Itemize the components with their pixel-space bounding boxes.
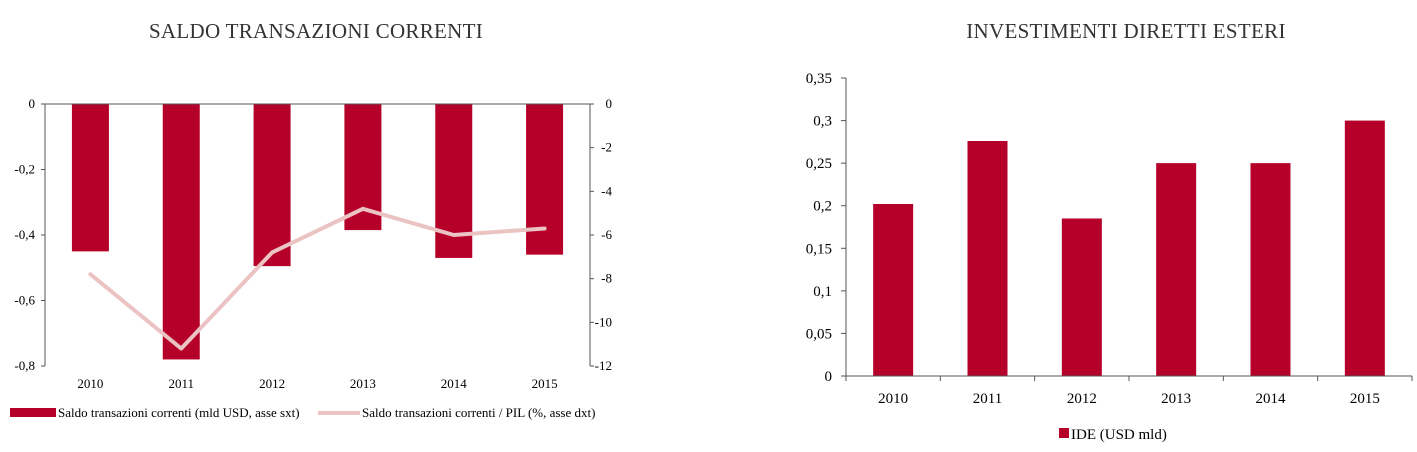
chart1-right-tick: 0 [606,96,613,111]
chart1-right-tick: -4 [601,183,612,198]
chart2-bar-2012 [1061,218,1102,376]
chart2-title: INVESTIMENTI DIRETTI ESTERI [966,19,1286,43]
chart1-left-tick: 0 [29,96,36,111]
chart1-line-series [88,206,547,351]
chart1-left-tick: -0,6 [14,293,35,308]
chart1-right-tick: -8 [601,271,612,286]
chart1-x-label: 2010 [77,376,103,391]
chart1-x-label: 2011 [168,376,194,391]
chart1-right-tick: -2 [601,140,612,155]
chart2-x-label: 2013 [1161,391,1191,407]
chart1-right-tick: -12 [595,358,612,373]
chart1-left-tick: -0,8 [14,358,35,373]
chart-investimenti-diretti: INVESTIMENTI DIRETTI ESTERI 0 0,05 0,1 0,15… [806,19,1413,443]
chart1-left-tick: -0,2 [14,162,35,177]
chart2-y-tick: 0,35 [806,71,832,87]
chart1-left-tick: -0,4 [14,227,35,242]
chart2-x-label: 2010 [878,391,908,407]
chart1-right-tick: -10 [595,314,612,329]
chart2-bar-2014 [1250,163,1291,376]
chart1-x-label: 2012 [259,376,285,391]
chart2-y-tick: 0,15 [806,241,832,257]
chart1-bar-2012 [253,104,291,267]
chart2-y-tick: 0,2 [813,199,832,215]
chart1-x-label: 2014 [441,376,468,391]
chart1-bar-2011 [162,104,200,360]
chart2-x-label: 2015 [1350,391,1380,407]
chart2-x-label: 2011 [973,391,1002,407]
chart-saldo-transazioni: SALDO TRANSAZIONI CORRENTI 0 -0,2 -0,4 -0,6… [10,19,612,420]
chart2-y-tick: 0,25 [806,156,832,172]
chart2-bar-2010 [873,204,914,376]
chart1-title: SALDO TRANSAZIONI CORRENTI [149,19,483,43]
chart1-bar-2015 [526,104,564,255]
chart2-y-tick: 0,05 [806,326,832,342]
chart1-legend-bar-label: Saldo transazioni correnti (mld USD, ass… [58,405,300,420]
chart2-y-tick: 0,3 [813,114,832,130]
chart1-x-label: 2015 [532,376,558,391]
chart2-bar-2011 [967,141,1008,376]
chart1-x-label: 2013 [350,376,376,391]
chart2-bar-2015 [1344,120,1385,376]
chart1-legend-bar-swatch [10,408,56,417]
chart2-legend-swatch [1059,428,1069,438]
chart1-bar-2010 [71,104,109,252]
chart2-bar-2013 [1156,163,1197,376]
chart1-right-tick: -6 [601,227,612,242]
chart2-y-tick: 0,1 [813,284,832,300]
chart2-y-tick: 0 [825,369,833,385]
chart1-legend-line-label: Saldo transazioni correnti / PIL (%, ass… [362,405,595,420]
chart2-x-label: 2014 [1256,391,1287,407]
chart2-x-label: 2012 [1067,391,1097,407]
chart2-legend-label: IDE (USD mld) [1071,427,1167,443]
